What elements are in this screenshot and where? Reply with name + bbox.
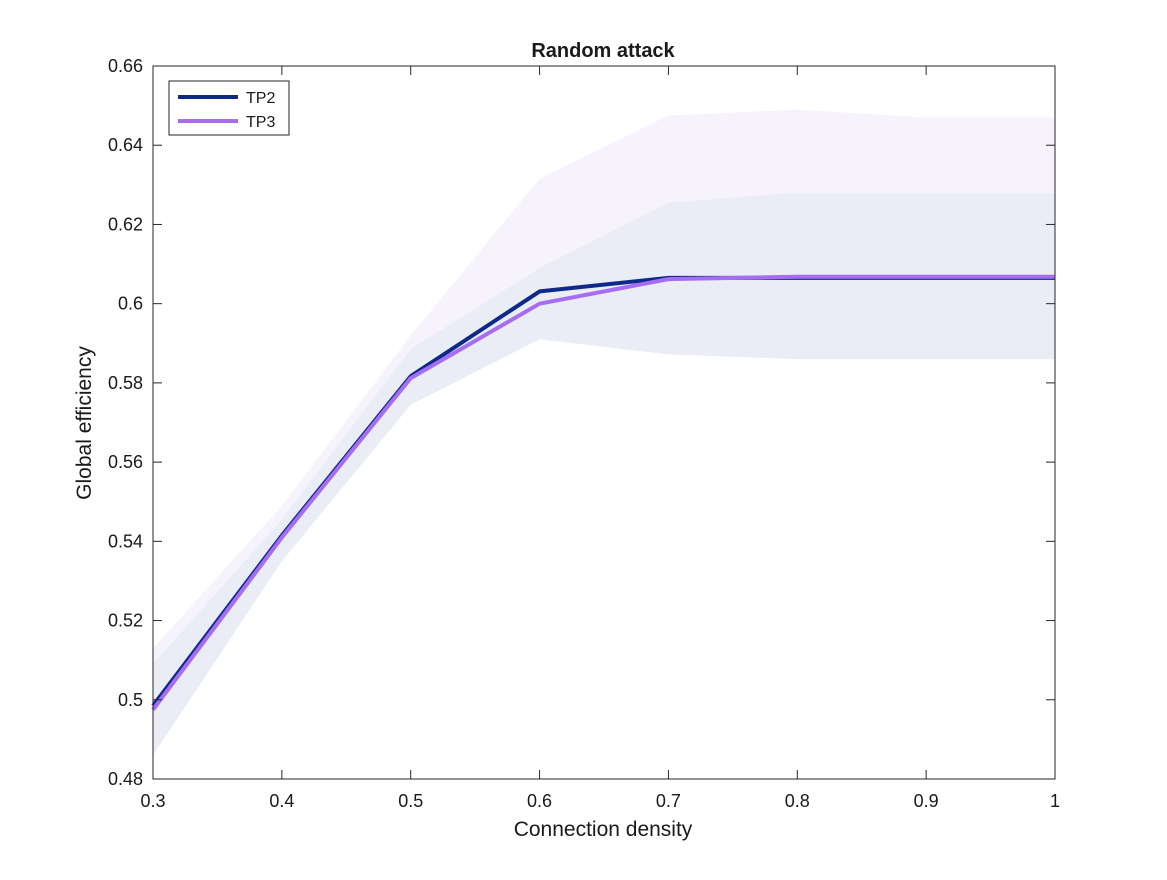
x-tick-label: 0.8 [785, 791, 810, 811]
x-tick-label: 0.6 [527, 791, 552, 811]
legend-label-tp3: TP3 [246, 114, 275, 131]
series-lines [151, 274, 1055, 711]
y-tick-label: 0.62 [108, 214, 143, 234]
y-tick-label: 0.6 [118, 294, 143, 314]
tick-labels: 0.3 0.4 0.5 0.6 0.7 0.8 0.9 1 0.48 0.5 0.52 0.54 0.5… [108, 56, 1060, 811]
x-tick-label: 1 [1050, 791, 1060, 811]
x-axis-label: Connection density [514, 818, 693, 841]
legend-box [168, 80, 290, 136]
plot-area-frame [152, 65, 1056, 780]
legend: TP2 TP3 [168, 80, 290, 136]
y-tick-label: 0.56 [108, 452, 143, 472]
legend-label-tp2: TP2 [246, 90, 275, 107]
y-tick-label: 0.66 [108, 56, 143, 76]
band-tp2 [153, 192, 1055, 756]
confidence-bands [153, 109, 1055, 756]
y-axis-label: Global efficiency [73, 346, 96, 500]
axes [152, 65, 1056, 780]
y-tick-label: 0.52 [108, 611, 143, 631]
x-tick-label: 0.4 [269, 791, 294, 811]
y-tick-label: 0.54 [108, 531, 143, 551]
chart-title: Random attack [531, 40, 675, 62]
x-tick-label: 0.7 [656, 791, 681, 811]
y-tick-label: 0.48 [108, 769, 143, 789]
x-tick-label: 0.9 [914, 791, 939, 811]
y-tick-label: 0.5 [118, 690, 143, 710]
y-tick-label: 0.58 [108, 373, 143, 393]
y-tick-label: 0.64 [108, 135, 143, 155]
x-tick-label: 0.3 [140, 791, 165, 811]
x-tick-label: 0.5 [398, 791, 423, 811]
series-line-tp3 [151, 274, 1055, 711]
